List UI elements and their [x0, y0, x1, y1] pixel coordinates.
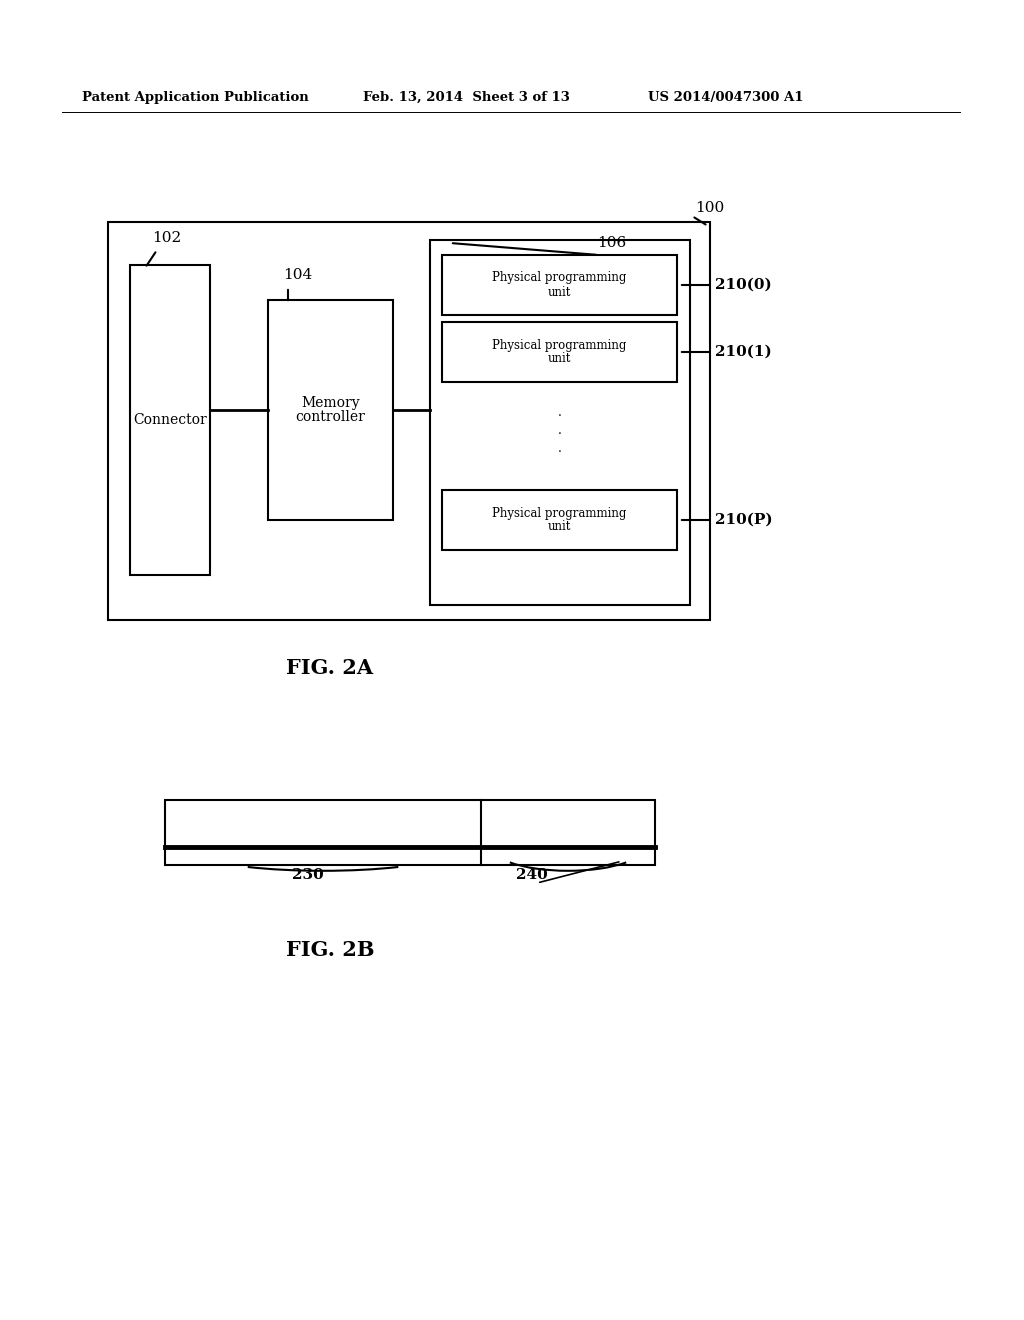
Text: 100: 100: [695, 201, 724, 215]
Text: 210(P): 210(P): [715, 513, 773, 527]
Text: 230: 230: [292, 869, 324, 882]
Text: FIG. 2A: FIG. 2A: [287, 657, 374, 678]
Text: 210(1): 210(1): [715, 345, 772, 359]
Text: Memory: Memory: [301, 396, 359, 411]
Text: unit: unit: [548, 520, 571, 533]
Text: Connector: Connector: [133, 413, 207, 426]
Bar: [442, 322, 677, 381]
Text: Physical programming: Physical programming: [493, 272, 627, 285]
Bar: [442, 490, 677, 550]
Text: 102: 102: [152, 231, 181, 246]
Text: 106: 106: [597, 236, 627, 249]
Bar: [442, 255, 677, 315]
Text: 210(0): 210(0): [715, 279, 772, 292]
Bar: [108, 222, 710, 620]
Text: controller: controller: [296, 411, 366, 424]
Bar: [430, 240, 690, 605]
Text: Physical programming: Physical programming: [493, 338, 627, 351]
Text: US 2014/0047300 A1: US 2014/0047300 A1: [648, 91, 804, 103]
Text: FIG. 2B: FIG. 2B: [286, 940, 374, 960]
Text: 240: 240: [516, 869, 548, 882]
Bar: [130, 265, 210, 576]
Text: unit: unit: [548, 352, 571, 366]
Text: Patent Application Publication: Patent Application Publication: [82, 91, 309, 103]
Text: .
.
.: . . .: [557, 405, 561, 454]
Text: Feb. 13, 2014  Sheet 3 of 13: Feb. 13, 2014 Sheet 3 of 13: [362, 91, 570, 103]
Bar: [165, 800, 655, 865]
Text: 104: 104: [283, 268, 312, 282]
Bar: [268, 300, 393, 520]
Text: Physical programming: Physical programming: [493, 507, 627, 520]
Text: unit: unit: [548, 285, 571, 298]
